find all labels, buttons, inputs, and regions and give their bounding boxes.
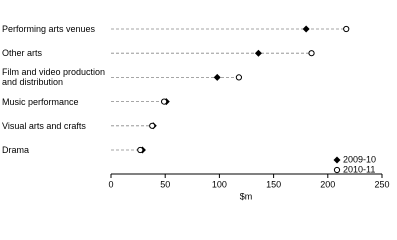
x-axis-label: $m — [240, 191, 253, 201]
x-tick-label: 50 — [160, 179, 170, 189]
dot-2009-10 — [213, 73, 221, 81]
dot-2009-10 — [302, 25, 310, 33]
legend-marker — [333, 156, 341, 164]
legend-marker — [333, 166, 341, 174]
category-label: Drama — [2, 145, 30, 155]
dot-2010-11 — [308, 50, 315, 57]
category-label: Other arts — [2, 48, 43, 59]
dot-2009-10 — [254, 49, 262, 57]
legend-label: 2010-11 — [343, 164, 375, 174]
dot-2010-11 — [343, 25, 350, 33]
dot-2010-11 — [149, 122, 156, 129]
dot-2010-11 — [235, 74, 243, 81]
page: {"chart_data": {"type": "dot", "categori… — [2, 24, 390, 202]
x-tick-label: 200 — [320, 179, 335, 189]
x-tick-label: 100 — [212, 179, 227, 189]
category-label: Performing arts venues — [2, 24, 96, 34]
x-tick-label: 150 — [266, 179, 281, 189]
category-label: Film and video production and distributi… — [2, 67, 106, 88]
x-tick-label: 250 — [374, 179, 389, 189]
dot-2010-11 — [161, 98, 168, 105]
category-label: Visual arts and crafts — [2, 120, 86, 131]
x-tick-label: 0 — [108, 179, 113, 189]
legend-label: 2009-10 — [343, 154, 376, 164]
dot-2010-11 — [137, 146, 144, 154]
category-label: Music performance — [2, 96, 79, 107]
